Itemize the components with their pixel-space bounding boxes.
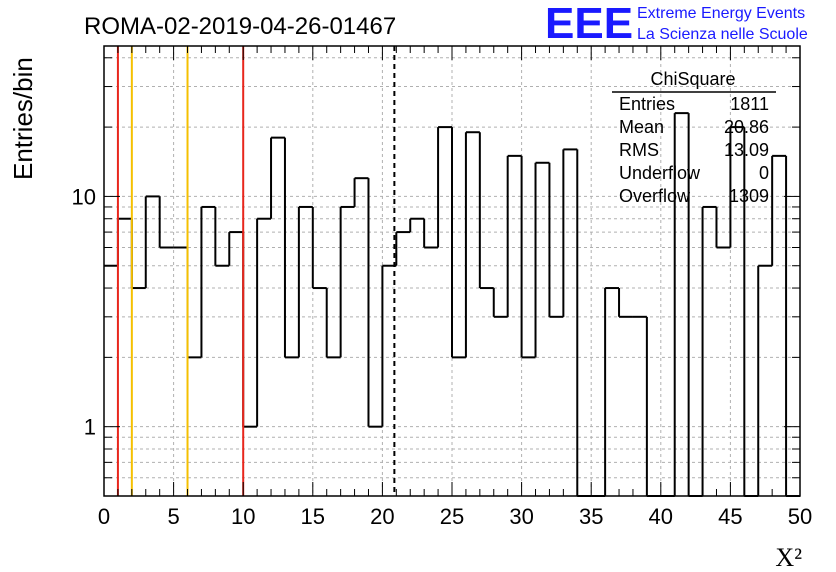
histogram-bin (283, 137, 299, 359)
stats-label-overflow: Overflow (619, 186, 691, 206)
histogram-bin (451, 127, 466, 359)
histogram-bin (353, 177, 369, 207)
x-tick-label: 10 (231, 504, 255, 529)
stats-value-entries: 1811 (730, 94, 769, 114)
histogram-bin (144, 195, 160, 289)
stats-label-rms: RMS (619, 140, 659, 160)
histogram-bin (116, 217, 132, 266)
logo-line-2: La Scienza nelle Scuole (637, 26, 808, 43)
histogram-bin (297, 205, 313, 358)
y-tick-label: 1 (84, 415, 96, 440)
x-tick-label: 35 (579, 504, 603, 529)
tick-labels: 0 5 10 15 20 25 30 35 40 45 50 1 10 (72, 184, 813, 529)
stats-label-entries: Entries (619, 94, 675, 114)
eee-logo: EEE Extreme Energy Events La Scienza nel… (545, 0, 808, 48)
histogram-bin (325, 288, 341, 359)
logo-line-1: Extreme Energy Events (637, 5, 805, 22)
histogram-bin (395, 231, 411, 266)
histogram-bin (242, 232, 258, 428)
histogram-bin (311, 206, 327, 290)
histogram-bin (367, 178, 383, 428)
x-tick-label: 45 (718, 504, 742, 529)
stats-value-rms: 13.09 (724, 140, 769, 160)
histogram-bin (228, 231, 244, 266)
histogram-bin (256, 217, 272, 427)
stats-label-mean: Mean (619, 117, 664, 137)
histogram-bin (423, 218, 439, 249)
histogram-bin (158, 196, 174, 249)
histogram-bin (270, 136, 285, 219)
histogram-bin (604, 287, 620, 496)
histogram-bin (701, 205, 717, 496)
histogram-bin (130, 218, 146, 290)
x-tick-label: 15 (301, 504, 325, 529)
histogram-bin (339, 205, 355, 358)
stats-value-overflow: 1309 (729, 186, 769, 206)
histogram-bin (757, 264, 773, 496)
histogram-bin (673, 112, 689, 496)
histogram-bin (771, 154, 787, 266)
histogram-bin (464, 131, 480, 358)
histogram-bin (576, 149, 592, 497)
stats-box: ChiSquare Entries 1811 Mean 20.86 RMS 13… (612, 69, 776, 206)
histogram-bin (520, 155, 536, 359)
histogram-bin (743, 127, 759, 497)
histogram-bin (729, 126, 745, 248)
stats-title: ChiSquare (650, 69, 735, 89)
x-tick-label: 40 (649, 504, 673, 529)
histogram-bin (437, 126, 452, 248)
histogram-bin (409, 217, 425, 233)
stats-value-underflow: 0 (759, 163, 769, 183)
histogram-bin (534, 161, 550, 358)
x-tick-label: 5 (167, 504, 179, 529)
y-tick-label: 10 (72, 184, 96, 209)
chart-title: ROMA-02-2019-04-26-01467 (84, 13, 396, 40)
y-axis-label: Entries/bin (8, 57, 38, 180)
histogram-bin (645, 316, 661, 497)
histogram-bin (618, 288, 633, 318)
histogram-bin (562, 148, 578, 317)
x-tick-label: 50 (788, 504, 812, 529)
histogram-bin (478, 132, 494, 290)
histogram-bin (186, 247, 202, 359)
x-tick-label: 30 (509, 504, 533, 529)
reference-lines (116, 46, 396, 496)
histogram-bin (492, 288, 508, 318)
x-tick-label: 0 (98, 504, 110, 529)
logo-mark: EEE (545, 0, 633, 48)
x-axis-label: X² (775, 543, 802, 572)
histogram-bin (715, 206, 731, 249)
stats-value-mean: 20.86 (724, 117, 769, 137)
histogram-bin (506, 154, 522, 317)
histogram-bin (548, 162, 564, 318)
axes (103, 45, 801, 497)
histogram-bin (200, 205, 216, 358)
x-tick-label: 20 (370, 504, 394, 529)
histogram-bin (214, 206, 230, 267)
stats-label-underflow: Underflow (619, 163, 701, 183)
x-tick-label: 25 (440, 504, 464, 529)
